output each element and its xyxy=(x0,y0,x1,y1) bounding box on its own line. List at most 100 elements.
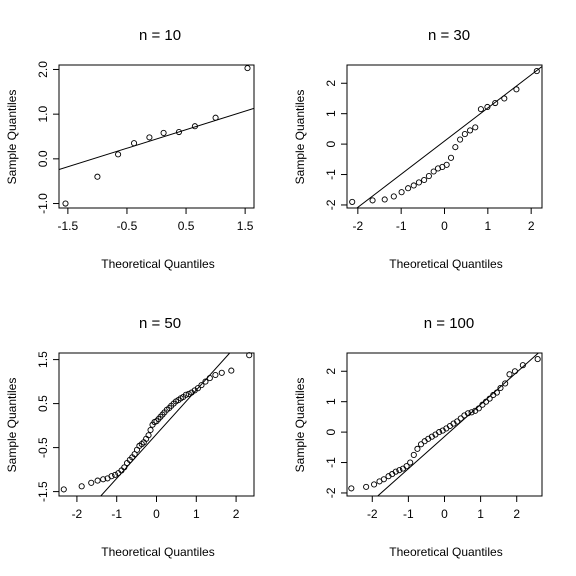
x-axis-label: Theoretical Quantiles xyxy=(389,545,502,559)
sample-point xyxy=(212,371,219,379)
panel-n30: n = 30 -2 -1 0 1 2 -2 -1 0 1 2 Theoretical Quant… xyxy=(293,27,543,271)
x-tick-label: -1 xyxy=(403,507,414,521)
sample-point xyxy=(467,127,474,134)
sample-point xyxy=(108,473,115,480)
sample-point xyxy=(482,398,490,405)
y-tick-label: 0.0 xyxy=(36,150,50,167)
sample-point xyxy=(381,196,388,203)
sample-point xyxy=(534,356,541,363)
sample-point xyxy=(519,362,526,369)
x-ticks: -2 -1 0 1 2 xyxy=(352,207,535,233)
y-tick-label: 2.0 xyxy=(36,61,50,78)
sample-point xyxy=(425,173,432,180)
sample-point xyxy=(160,129,167,136)
sample-point xyxy=(410,182,417,189)
qq-reference-line xyxy=(377,353,539,496)
sample-point xyxy=(194,385,201,392)
qq-line xyxy=(59,107,254,171)
y-tick-label: -1 xyxy=(324,457,338,468)
plot-frame xyxy=(58,64,255,209)
sample-point xyxy=(175,128,183,136)
panel-n10: n = 10 -1.5 -0.5 0.5 1.5 -1.0 0.0 1.0 2.0 Theo… xyxy=(5,27,255,271)
sample-point xyxy=(390,193,397,200)
y-tick-label: -1.5 xyxy=(36,481,50,502)
sample-point xyxy=(112,471,119,478)
panel-title: n = 100 xyxy=(424,315,474,332)
sample-point xyxy=(371,481,378,488)
x-axis-label: Theoretical Quantiles xyxy=(101,545,214,559)
plot-frame xyxy=(58,352,255,497)
sample-point xyxy=(185,390,192,397)
sample-point xyxy=(88,479,95,486)
x-tick-label: 0 xyxy=(153,507,160,521)
qq-reference-line xyxy=(100,353,231,496)
y-tick-label: 1 xyxy=(324,110,338,117)
sample-point xyxy=(145,432,152,439)
sample-point xyxy=(457,136,464,143)
sample-point xyxy=(464,410,472,417)
sample-point xyxy=(493,389,500,396)
sample-point xyxy=(191,123,198,130)
sample-point xyxy=(94,173,101,180)
panel-n50: n = 50 -2 -1 0 1 2 -1.5 -0.5 0.5 1.5 Theoretica… xyxy=(5,315,255,559)
x-tick-label: -0.5 xyxy=(117,219,138,233)
sample-point xyxy=(475,405,482,412)
sample-point xyxy=(486,395,493,402)
qq-line xyxy=(100,353,231,496)
sample-point xyxy=(502,380,509,387)
sample-point xyxy=(501,95,508,102)
x-ticks: -1.5 -0.5 0.5 1.5 xyxy=(58,207,254,233)
sample-point xyxy=(147,426,154,434)
sample-point xyxy=(492,99,499,107)
sample-point xyxy=(443,161,450,168)
panel-title: n = 50 xyxy=(139,315,181,332)
sample-point xyxy=(417,441,425,448)
x-tick-label: 2 xyxy=(513,507,520,521)
sample-point xyxy=(392,468,399,475)
x-tick-label: -1.5 xyxy=(58,219,79,233)
x-ticks: -2 -1 0 1 2 xyxy=(72,495,240,521)
sample-point xyxy=(244,65,251,72)
x-tick-label: -1 xyxy=(111,507,122,521)
sample-point xyxy=(349,198,356,205)
x-tick-label: -2 xyxy=(72,507,83,521)
qq-line xyxy=(377,353,539,496)
sample-point xyxy=(513,86,520,93)
sample-point xyxy=(246,352,253,359)
sample-point xyxy=(479,401,486,408)
sample-point xyxy=(212,114,219,121)
sample-point xyxy=(348,485,355,492)
y-tick-label: 0.5 xyxy=(36,395,50,412)
sample-point xyxy=(138,441,145,448)
y-axis-label: Sample Quantiles xyxy=(293,90,307,185)
y-ticks: -1.5 -0.5 0.5 1.5 xyxy=(36,351,60,502)
plot-frame xyxy=(346,64,543,209)
x-axis-label: Theoretical Quantiles xyxy=(389,257,502,271)
sample-point xyxy=(198,382,205,389)
y-axis-label: Sample Quantiles xyxy=(293,378,307,473)
x-tick-label: 1 xyxy=(477,507,484,521)
sample-point xyxy=(369,197,376,204)
y-tick-label: -1.0 xyxy=(36,193,50,214)
y-ticks: -2 -1 0 1 2 xyxy=(324,80,348,210)
sample-point xyxy=(410,451,417,458)
sample-point xyxy=(115,151,122,158)
x-tick-label: 1.5 xyxy=(237,219,254,233)
sample-point xyxy=(472,124,479,131)
sample-point xyxy=(60,486,67,493)
y-ticks: -2 -1 0 1 2 xyxy=(324,368,348,498)
sample-point xyxy=(484,103,491,111)
sample-point xyxy=(461,131,468,138)
sample-point xyxy=(415,179,422,186)
sample-point xyxy=(228,367,235,374)
y-tick-label: -2 xyxy=(324,199,338,210)
sample-points xyxy=(348,356,541,492)
sample-point xyxy=(477,106,484,113)
sample-point xyxy=(497,384,504,392)
sample-points xyxy=(349,68,540,205)
y-tick-label: 2 xyxy=(324,80,338,87)
sample-point xyxy=(206,375,213,382)
sample-point xyxy=(506,371,513,378)
sample-point xyxy=(430,168,437,175)
x-tick-label: 0 xyxy=(441,219,448,233)
